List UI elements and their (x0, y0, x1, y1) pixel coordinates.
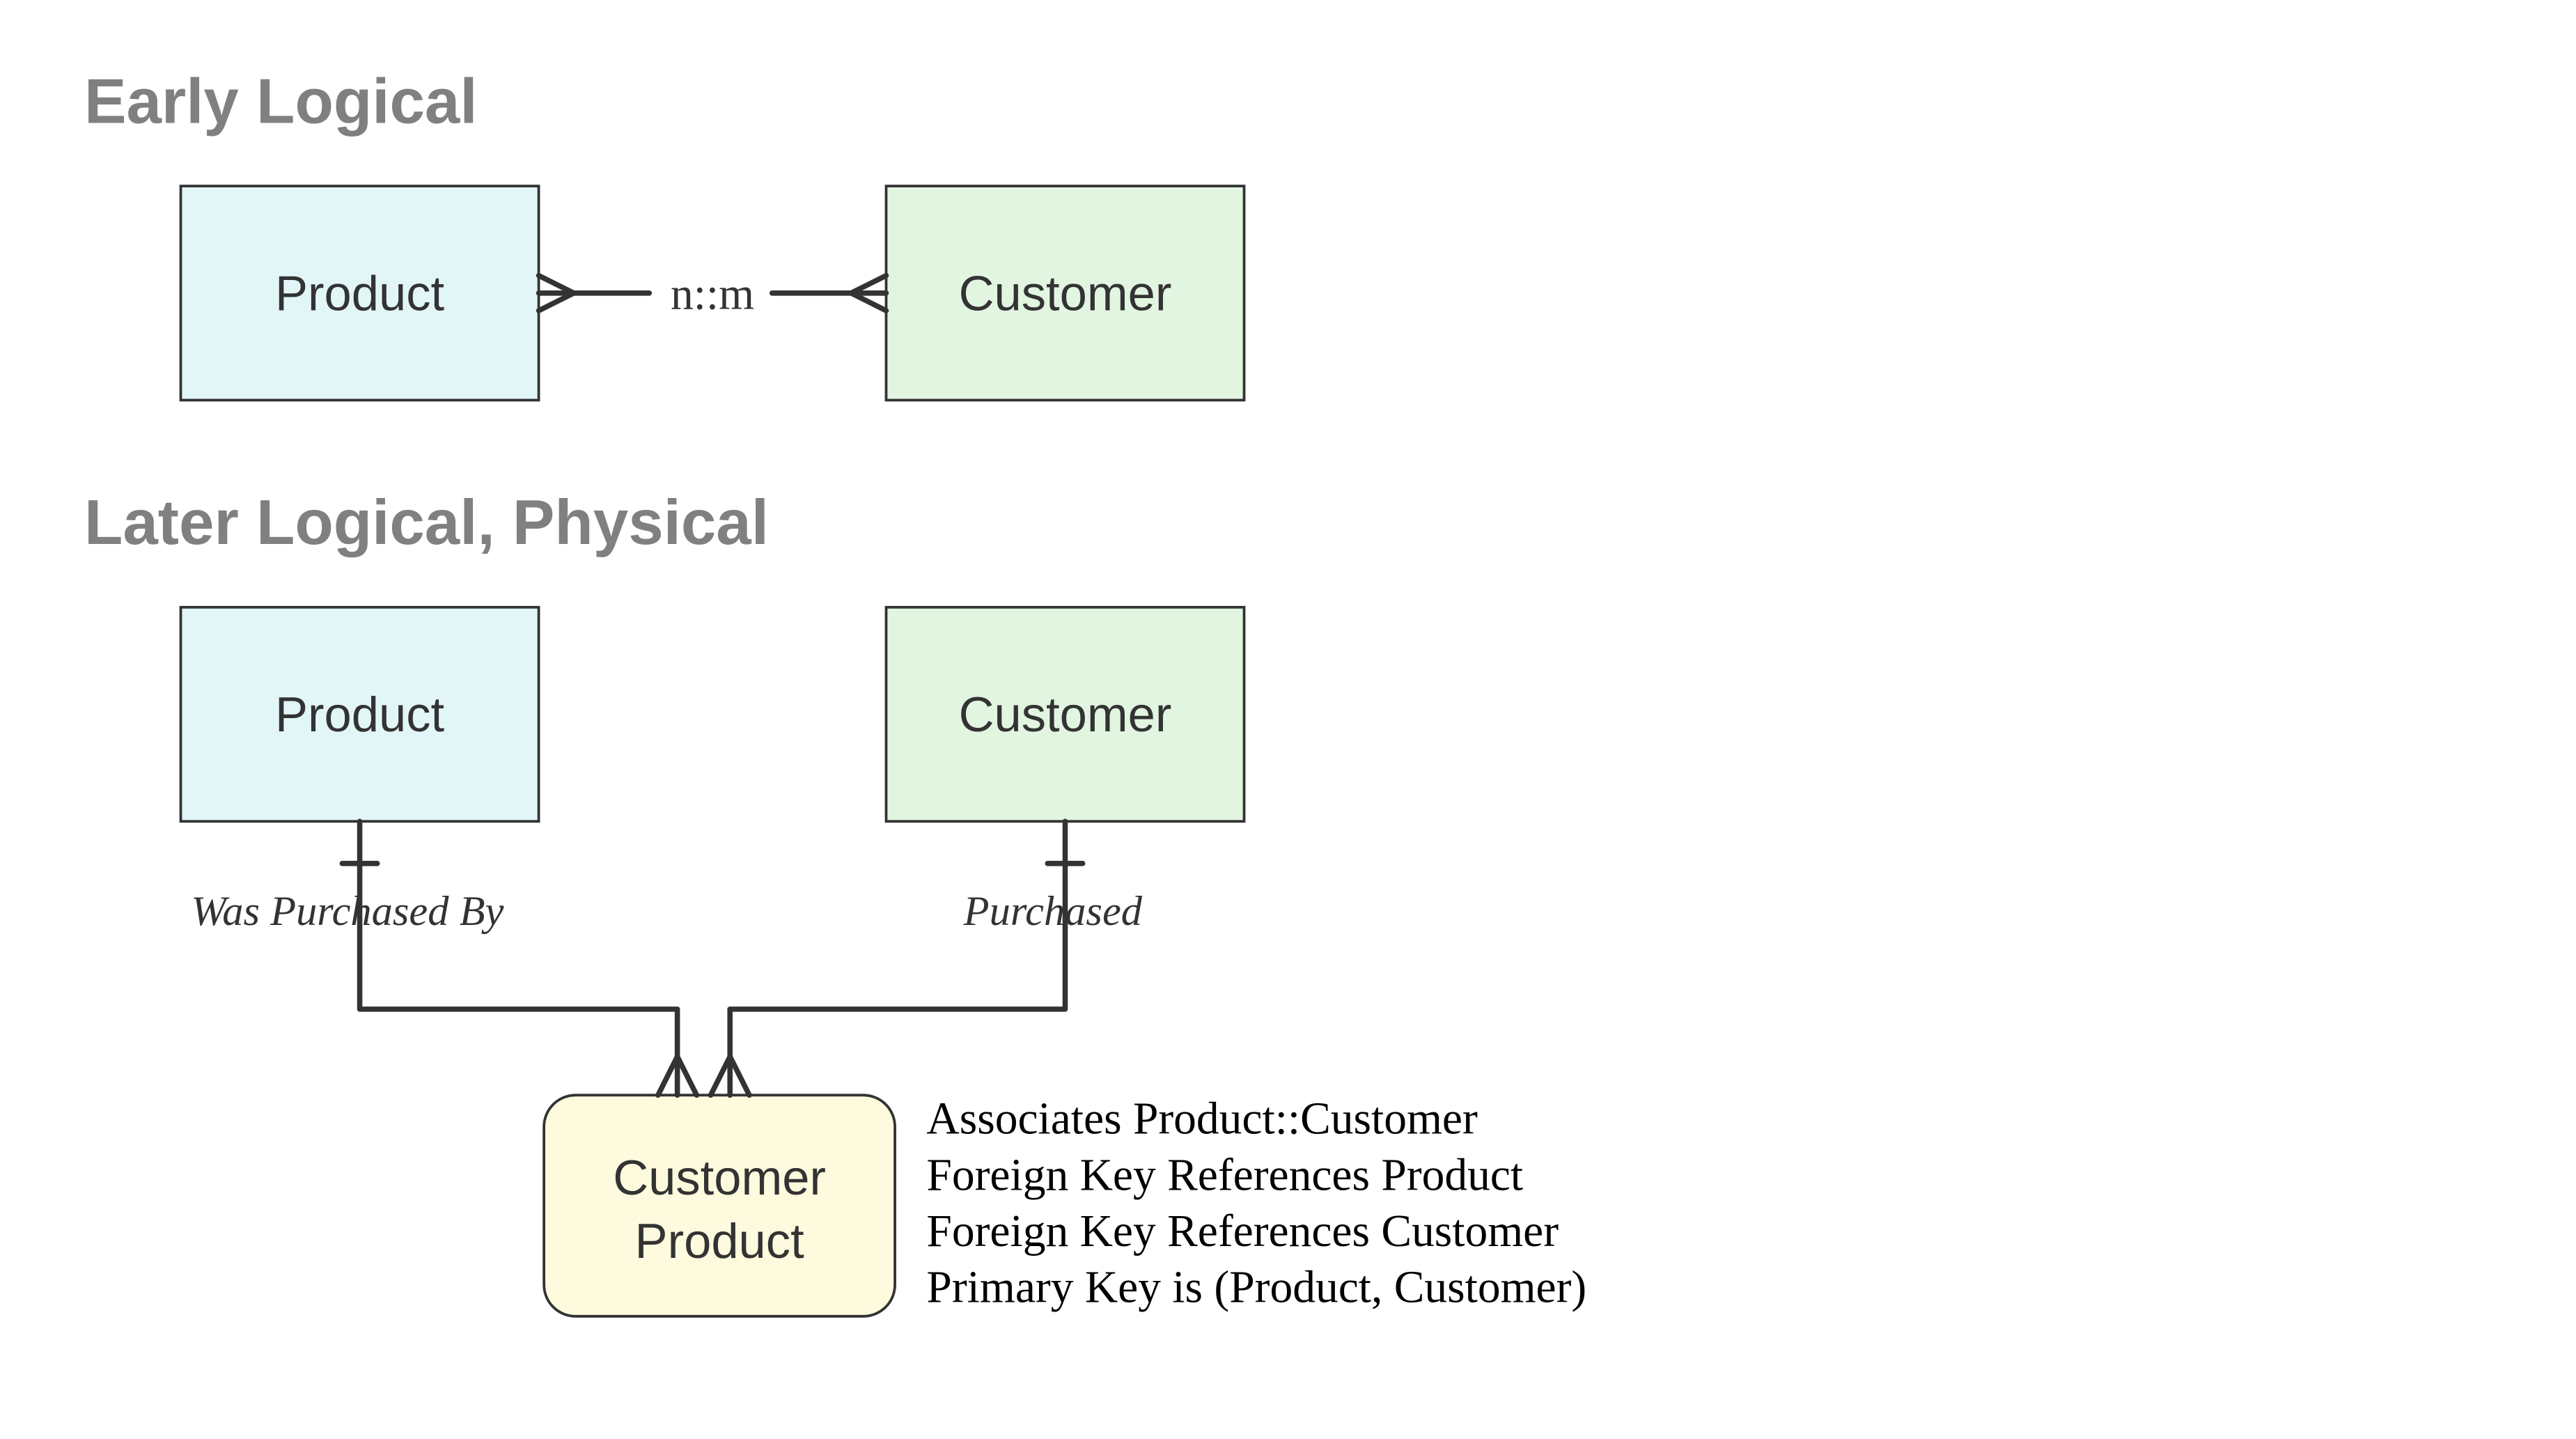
junction-label-line1: Customer (613, 1150, 826, 1205)
notes-line-3: Primary Key is (Product, Customer) (926, 1263, 1586, 1313)
heading-early-logical: Early Logical (84, 66, 478, 137)
notes-line-2: Foreign Key References Customer (926, 1206, 1559, 1257)
left-crow-l (658, 1057, 678, 1095)
notes-line-0: Associates Product::Customer (926, 1094, 1478, 1144)
early-product-entity-label: Product (275, 265, 445, 320)
later-customer-entity-label: Customer (959, 687, 1172, 742)
notes-line-1: Foreign Key References Product (926, 1150, 1523, 1200)
early-customer-entity-label: Customer (959, 265, 1172, 320)
junction-entity (544, 1095, 895, 1316)
left-crow-r (678, 1057, 697, 1095)
left-rel-label: Was Purchased By (191, 888, 504, 935)
later-product-entity-label: Product (275, 687, 445, 742)
heading-later-logical: Later Logical, Physical (84, 488, 769, 558)
early-rel-label: n::m (671, 269, 754, 319)
junction-label-line2: Product (635, 1213, 805, 1268)
right-crow-l (711, 1057, 731, 1095)
right-rel-label: Purchased (963, 888, 1143, 935)
right-crow-r (730, 1057, 749, 1095)
